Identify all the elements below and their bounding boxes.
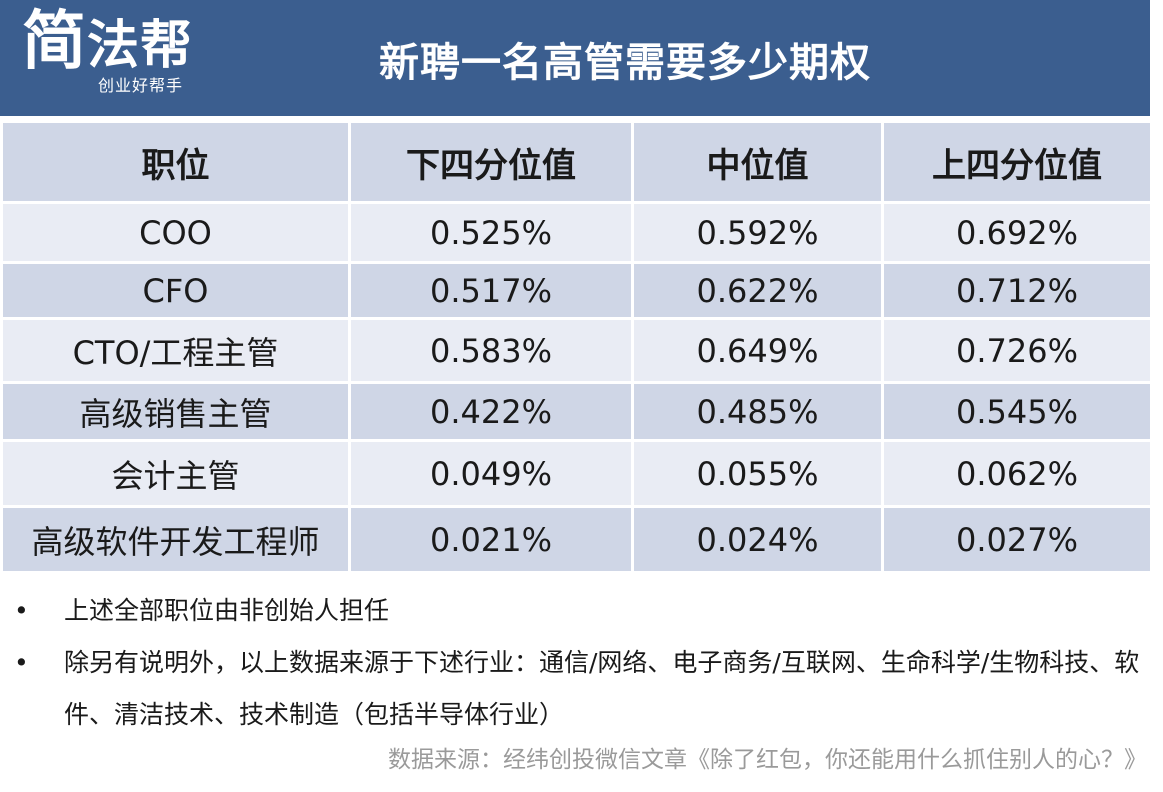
table-row: 会计主管 0.049% 0.055% 0.062%: [0, 439, 1153, 508]
cell-position: 高级销售主管: [0, 381, 351, 442]
source-citation: 数据来源：经纬创投微信文章《除了红包，你还能用什么抓住别人的心？》: [388, 747, 1147, 773]
header-upper-quartile: 上四分位值: [881, 120, 1153, 204]
cell-upper-quartile: 0.062%: [881, 439, 1153, 508]
note-item: • 上述全部职位由非创始人担任: [0, 585, 1150, 637]
options-table: 职位 下四分位值 中位值 上四分位值 COO 0.525% 0.592% 0.6…: [0, 120, 1153, 574]
table-row: 高级软件开发工程师 0.021% 0.024% 0.027%: [0, 505, 1153, 574]
cell-median: 0.024%: [631, 505, 884, 574]
cell-lower-quartile: 0.422%: [348, 381, 634, 442]
cell-position: CTO/工程主管: [0, 317, 351, 384]
logo-main-rest: 法帮: [87, 16, 194, 76]
note-text: 除另有说明外，以上数据来源于下述行业：通信/网络、电子商务/互联网、生命科学/生…: [64, 648, 1140, 729]
cell-position: 高级软件开发工程师: [0, 505, 351, 574]
logo-subtitle: 创业好帮手: [98, 76, 184, 95]
cell-median: 0.592%: [631, 201, 884, 264]
cell-upper-quartile: 0.545%: [881, 381, 1153, 442]
cell-lower-quartile: 0.049%: [348, 439, 634, 508]
table-row: CFO 0.517% 0.622% 0.712%: [0, 261, 1153, 320]
table-row: 高级销售主管 0.422% 0.485% 0.545%: [0, 381, 1153, 442]
logo: 简法帮: [22, 10, 193, 74]
cell-position: 会计主管: [0, 439, 351, 508]
page-title: 新聘一名高管需要多少期权: [379, 40, 871, 86]
cell-upper-quartile: 0.726%: [881, 317, 1153, 384]
cell-upper-quartile: 0.027%: [881, 505, 1153, 574]
cell-median: 0.485%: [631, 381, 884, 442]
bullet-icon: •: [14, 648, 29, 677]
cell-upper-quartile: 0.692%: [881, 201, 1153, 264]
table-row: COO 0.525% 0.592% 0.692%: [0, 201, 1153, 264]
cell-position: COO: [0, 201, 351, 264]
cell-position: CFO: [0, 261, 351, 320]
cell-median: 0.622%: [631, 261, 884, 320]
header-median: 中位值: [631, 120, 884, 204]
logo-main-big: 简: [22, 5, 87, 79]
note-text: 上述全部职位由非创始人担任: [64, 596, 390, 625]
cell-lower-quartile: 0.525%: [348, 201, 634, 264]
cell-median: 0.055%: [631, 439, 884, 508]
cell-median: 0.649%: [631, 317, 884, 384]
cell-upper-quartile: 0.712%: [881, 261, 1153, 320]
header-lower-quartile: 下四分位值: [348, 120, 634, 204]
cell-lower-quartile: 0.021%: [348, 505, 634, 574]
bullet-icon: •: [14, 596, 29, 625]
note-item: • 除另有说明外，以上数据来源于下述行业：通信/网络、电子商务/互联网、生命科学…: [0, 637, 1150, 741]
cell-lower-quartile: 0.517%: [348, 261, 634, 320]
header-bar: 简法帮 创业好帮手 新聘一名高管需要多少期权: [0, 0, 1150, 116]
table-header-row: 职位 下四分位值 中位值 上四分位值: [0, 120, 1153, 204]
table-row: CTO/工程主管 0.583% 0.649% 0.726%: [0, 317, 1153, 384]
header-position: 职位: [0, 120, 351, 204]
cell-lower-quartile: 0.583%: [348, 317, 634, 384]
notes-list: • 上述全部职位由非创始人担任 • 除另有说明外，以上数据来源于下述行业：通信/…: [0, 585, 1150, 741]
